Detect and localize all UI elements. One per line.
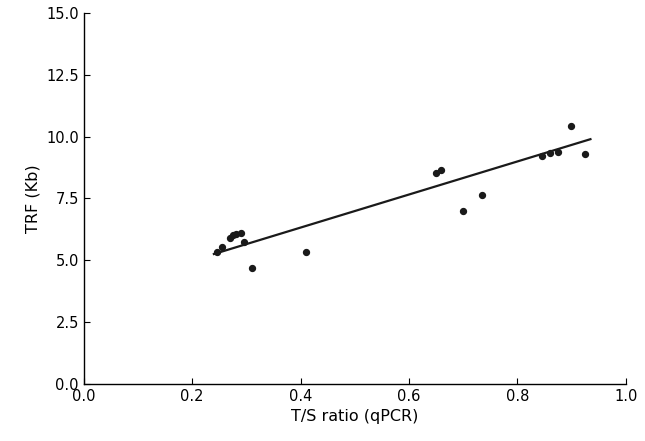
Point bbox=[236, 229, 246, 236]
X-axis label: T/S ratio (qPCR): T/S ratio (qPCR) bbox=[291, 409, 419, 424]
Point bbox=[477, 191, 487, 198]
Point bbox=[301, 248, 311, 255]
Point bbox=[212, 248, 222, 255]
Point bbox=[580, 150, 590, 157]
Point bbox=[217, 243, 227, 250]
Point bbox=[228, 232, 238, 239]
Point bbox=[436, 167, 446, 174]
Point bbox=[544, 149, 555, 156]
Point bbox=[553, 148, 563, 155]
Point bbox=[566, 122, 577, 129]
Point bbox=[225, 235, 235, 242]
Point bbox=[246, 264, 257, 271]
Y-axis label: TRF (Kb): TRF (Kb) bbox=[26, 164, 41, 233]
Point bbox=[239, 238, 249, 245]
Point bbox=[537, 153, 547, 160]
Point bbox=[431, 169, 441, 176]
Point bbox=[458, 207, 468, 214]
Point bbox=[230, 231, 241, 238]
